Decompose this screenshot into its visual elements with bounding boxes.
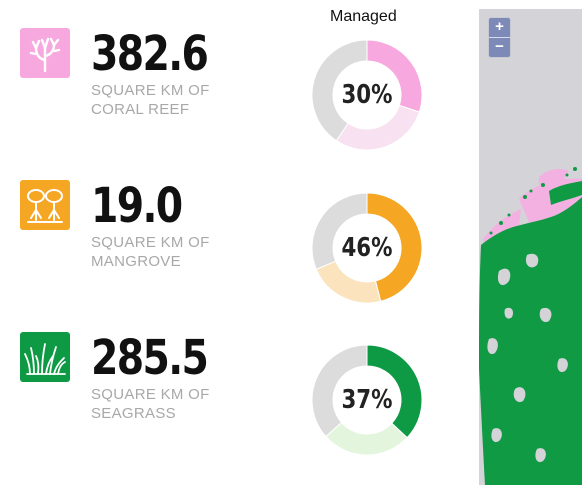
unit-line: CORAL REEF (91, 101, 190, 118)
zoom-out-button[interactable]: − (489, 37, 510, 57)
unit-line: SQUARE KM OF (91, 82, 210, 99)
donut-remainder-segment (311, 192, 368, 270)
donut-remainder-segment (311, 39, 368, 142)
map-water-gaps (487, 253, 568, 463)
coral-reef-area-value: 382.6 (91, 26, 209, 82)
unit-line: SEAGRASS (91, 405, 176, 422)
managed-heading: Managed (330, 8, 397, 25)
managed-percent-label: 30% (341, 80, 393, 110)
donut-chart (311, 344, 423, 456)
donut-managed-segment (366, 192, 423, 302)
mangrove-icon (20, 180, 70, 230)
donut-remainder-segment (311, 344, 368, 438)
coral-reef-area-unit: SQUARE KM OF CORAL REEF (91, 81, 261, 119)
map-seagrass-specks (489, 167, 577, 235)
coral-icon (20, 28, 70, 78)
habitat-map[interactable] (479, 9, 582, 485)
mangrove-managed-donut: 46% (310, 191, 424, 305)
managed-percent-label: 46% (341, 233, 393, 263)
seagrass-area-value: 285.5 (91, 330, 209, 386)
habitat-map-canvas[interactable] (479, 9, 582, 485)
zoom-in-button[interactable]: + (489, 18, 510, 37)
managed-percent-label: 37% (341, 385, 393, 415)
map-zoom-control: + − (488, 17, 511, 58)
seagrass-managed-donut: 37% (310, 343, 424, 457)
unit-line: SQUARE KM OF (91, 386, 210, 403)
coral-managed-donut: 30% (310, 38, 424, 152)
mangrove-area-unit: SQUARE KM OF MANGROVE (91, 233, 261, 271)
mangrove-area-value: 19.0 (91, 178, 183, 234)
unit-line: SQUARE KM OF (91, 234, 210, 251)
unit-line: MANGROVE (91, 253, 181, 270)
donut-chart (311, 39, 423, 151)
donut-chart (311, 192, 423, 304)
seagrass-icon (20, 332, 70, 382)
seagrass-area-unit: SQUARE KM OF SEAGRASS (91, 385, 261, 423)
